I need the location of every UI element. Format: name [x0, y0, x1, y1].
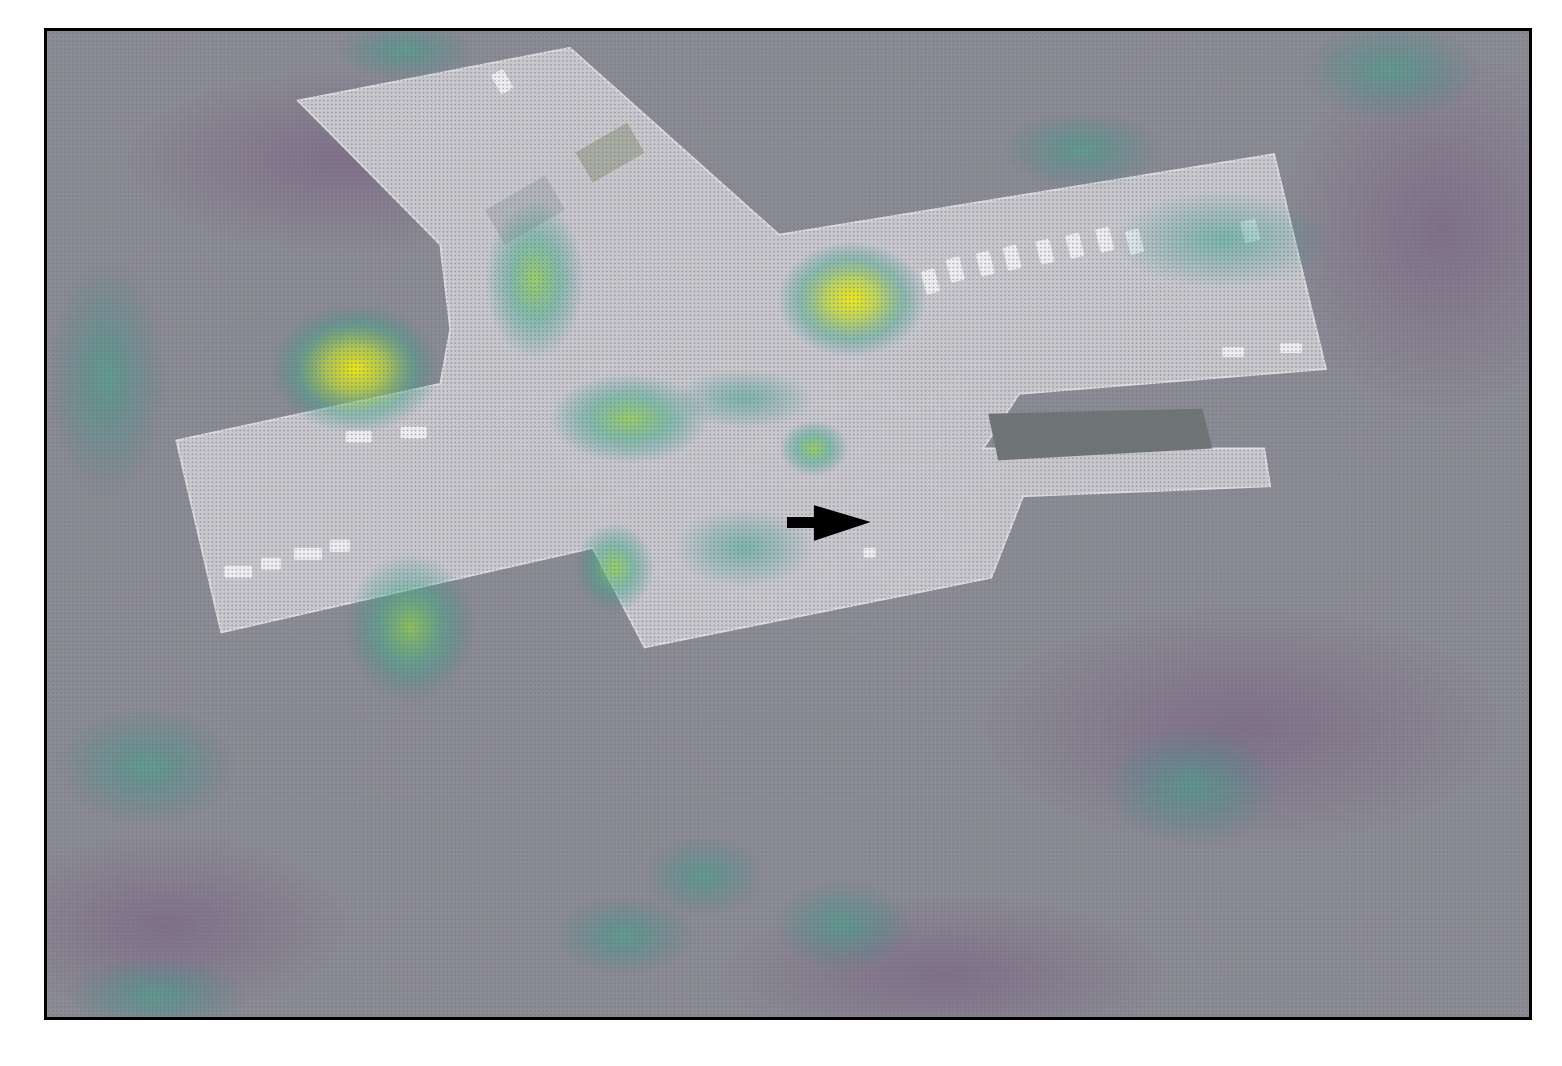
map-frame — [44, 28, 1532, 1020]
map-canvas — [47, 31, 1529, 1017]
arrow-right-icon — [787, 505, 871, 541]
